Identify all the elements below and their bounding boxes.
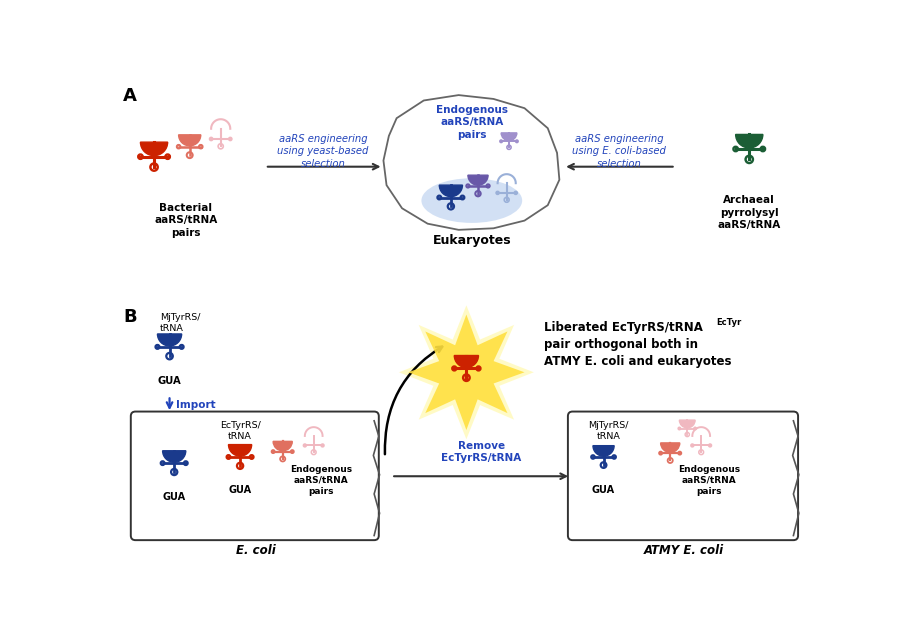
- Text: Liberated EcTyrRS/tRNA: Liberated EcTyrRS/tRNA: [544, 320, 703, 334]
- Wedge shape: [593, 446, 614, 456]
- Text: Endogenous
aaRS/tRNA
pairs: Endogenous aaRS/tRNA pairs: [290, 465, 352, 496]
- Text: ATMY E. coli: ATMY E. coli: [643, 544, 723, 557]
- Text: aaRS engineering
using yeast-based
selection: aaRS engineering using yeast-based selec…: [278, 133, 369, 169]
- Wedge shape: [440, 185, 462, 197]
- Wedge shape: [680, 420, 695, 428]
- Text: MjTyrRS/
tRNA: MjTyrRS/ tRNA: [588, 421, 629, 441]
- Text: Import: Import: [176, 399, 216, 410]
- Text: pair orthogonal both in
ATMY E. coli and eukaryotes: pair orthogonal both in ATMY E. coli and…: [544, 337, 732, 368]
- Text: MjTyrRS/
tRNA: MjTyrRS/ tRNA: [160, 313, 201, 333]
- Text: Endogenous
aaRS/tRNA
pairs: Endogenous aaRS/tRNA pairs: [436, 105, 508, 140]
- Text: Remove
EcTyrRS/tRNA: Remove EcTyrRS/tRNA: [441, 441, 521, 463]
- Text: GUA: GUA: [592, 485, 615, 495]
- Text: Eukaryotes: Eukaryotes: [432, 234, 511, 248]
- Polygon shape: [399, 305, 534, 439]
- Text: Archaeal
pyrrolysyl
aaRS/tRNA: Archaeal pyrrolysyl aaRS/tRNA: [718, 195, 781, 230]
- Wedge shape: [735, 135, 763, 148]
- Text: aaRS engineering
using E. coli-based
selection: aaRS engineering using E. coli-based sel…: [572, 133, 666, 169]
- Wedge shape: [228, 444, 252, 456]
- Text: pair orthogonal both in
ATMY ​E. coli and eukaryotes: pair orthogonal both in ATMY ​E. coli an…: [544, 350, 732, 380]
- Wedge shape: [661, 443, 680, 453]
- Wedge shape: [157, 334, 182, 346]
- Text: EcTyr: EcTyr: [717, 319, 742, 327]
- Text: GUA: GUA: [163, 492, 186, 502]
- Text: EcTyrRS/
tRNA: EcTyrRS/ tRNA: [219, 421, 260, 441]
- FancyBboxPatch shape: [131, 411, 379, 540]
- Text: GUA: GUA: [157, 376, 181, 386]
- Text: pair orthogonal both in
ATMY: pair orthogonal both in ATMY: [544, 336, 698, 366]
- Text: Liberated EcTyrRS/tRNA: Liberated EcTyrRS/tRNA: [544, 320, 703, 334]
- Text: GUA: GUA: [228, 485, 252, 495]
- Bar: [540, 315, 819, 392]
- Wedge shape: [468, 175, 488, 185]
- Text: EcTyr: EcTyr: [714, 319, 740, 327]
- Ellipse shape: [421, 178, 522, 223]
- Wedge shape: [163, 451, 186, 462]
- Text: pair orthogonal both in
ATMY: pair orthogonal both in ATMY: [544, 336, 698, 366]
- Text: A: A: [123, 87, 136, 106]
- Text: E. coli: E. coli: [236, 544, 276, 557]
- Wedge shape: [273, 441, 292, 451]
- FancyBboxPatch shape: [568, 411, 798, 540]
- Text: Endogenous
aaRS/tRNA
pairs: Endogenous aaRS/tRNA pairs: [678, 465, 740, 496]
- Wedge shape: [454, 356, 479, 368]
- Text: Bacterial
aaRS/tRNA
pairs: Bacterial aaRS/tRNA pairs: [154, 203, 217, 238]
- Wedge shape: [140, 142, 167, 155]
- Text: B: B: [123, 308, 136, 326]
- Polygon shape: [383, 95, 560, 230]
- Wedge shape: [178, 135, 201, 146]
- Polygon shape: [409, 315, 524, 430]
- Wedge shape: [501, 133, 517, 141]
- Text: Liberated EcTyrRS/tRNA: Liberated EcTyrRS/tRNA: [544, 320, 703, 334]
